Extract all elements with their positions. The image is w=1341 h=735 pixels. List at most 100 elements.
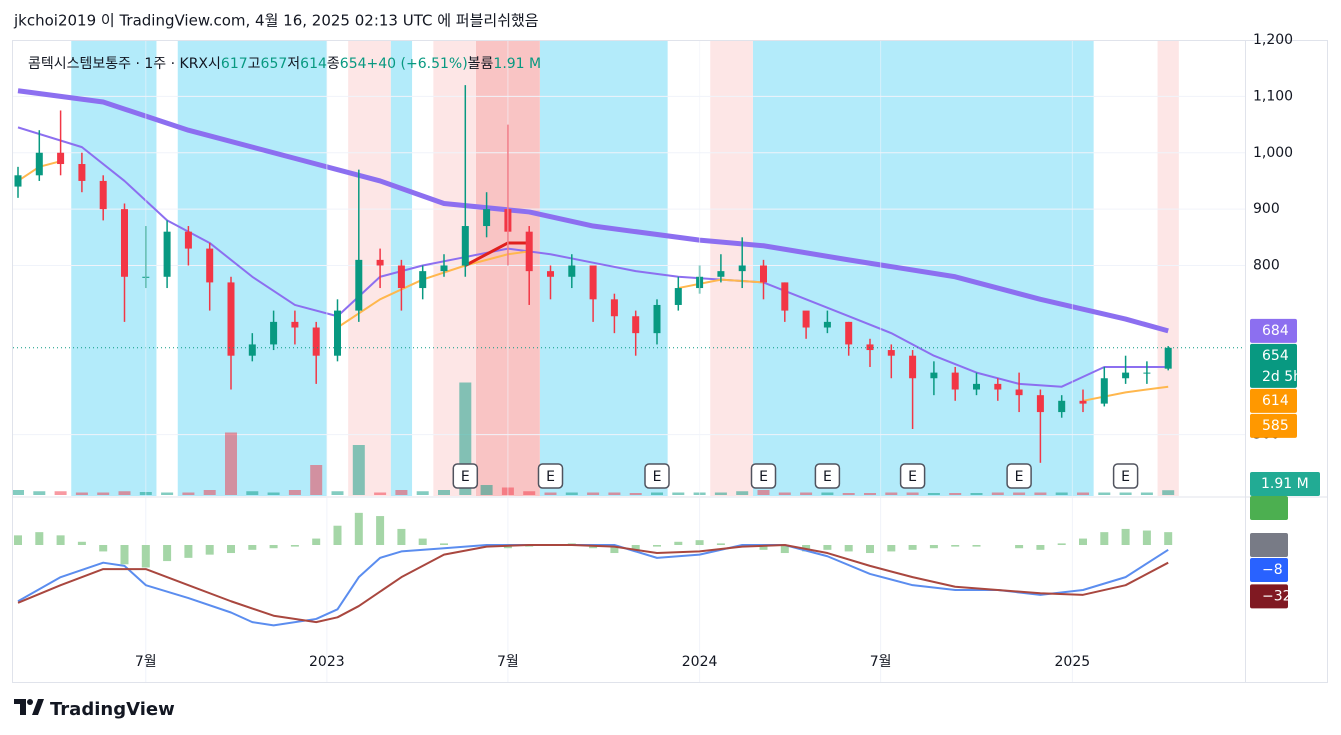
volume-bar — [714, 492, 727, 495]
histogram-bar — [141, 545, 150, 568]
earnings-marker — [1112, 463, 1139, 489]
candle-body — [440, 265, 448, 272]
legend-high: 657 — [261, 56, 288, 72]
candle-body — [951, 372, 959, 390]
histogram-bar — [1015, 545, 1024, 549]
volume-bar — [1119, 492, 1132, 495]
volume-bar — [416, 491, 429, 495]
volume-bar — [587, 492, 600, 495]
brand: TradingView — [50, 699, 175, 720]
price-badge-label: 654 — [1262, 348, 1289, 364]
y-tick-label: 1,000 — [1253, 145, 1293, 161]
candle-body — [184, 231, 192, 249]
candle-body — [589, 265, 597, 300]
signal-band — [177, 41, 327, 496]
earnings-marker — [750, 463, 777, 489]
candle-body — [355, 259, 363, 311]
indicator-badge — [1250, 584, 1288, 609]
volume-bar — [800, 492, 813, 495]
earnings-label: E — [1015, 469, 1024, 485]
x-tick-label: 7월 — [497, 654, 519, 670]
earnings-marker — [452, 463, 479, 489]
candle-body — [419, 271, 427, 289]
candle-body — [802, 310, 810, 328]
volume-bar — [352, 445, 365, 495]
histogram-bar — [1100, 532, 1109, 545]
legend-volume-label: 볼륨 — [468, 56, 494, 72]
moving-average — [464, 241, 530, 267]
signal-band — [539, 41, 668, 496]
volume-bar — [54, 491, 67, 495]
candle-body — [973, 383, 980, 390]
histogram-bar — [1079, 538, 1087, 545]
candle-body — [483, 209, 491, 227]
candle-body — [227, 282, 235, 356]
histogram-bar — [674, 541, 683, 545]
volume-bar — [310, 465, 323, 495]
candle-body — [14, 175, 22, 187]
signal-band — [348, 41, 391, 496]
candle-body — [57, 152, 65, 165]
candle-body — [1164, 347, 1172, 369]
candle-body — [1036, 395, 1044, 413]
earnings-marker — [644, 463, 670, 489]
y-tick-label: 900 — [1253, 201, 1280, 217]
histogram-bar — [163, 545, 172, 562]
candle-body — [568, 265, 576, 277]
volume-bar — [991, 492, 1004, 495]
histogram-bar — [1121, 528, 1130, 545]
volume-bar — [885, 492, 898, 495]
indicator-badge-label: −32 — [1262, 588, 1292, 604]
indicator-badge — [1250, 496, 1288, 521]
volume-bar — [395, 490, 408, 495]
volume-badge — [1250, 472, 1320, 496]
candle-body — [1058, 400, 1066, 413]
x-tick-label: 2025 — [1055, 654, 1091, 670]
volume-bar — [842, 493, 855, 495]
volume-bar — [906, 492, 919, 495]
histogram-bar — [290, 545, 299, 547]
earnings-label: E — [653, 469, 662, 485]
legend-open-label: 시 — [208, 56, 221, 72]
volume-bar — [288, 490, 301, 495]
histogram-bar — [866, 545, 874, 554]
histogram-bar — [1164, 532, 1173, 545]
volume-bar — [33, 491, 46, 495]
y-tick-label: 800 — [1253, 258, 1280, 274]
volume-bar — [331, 491, 344, 495]
candle-body — [312, 327, 320, 356]
macd-line — [17, 544, 1169, 624]
volume-bar — [1013, 492, 1026, 495]
x-tick-label: 7월 — [870, 654, 892, 670]
volume-bar — [97, 492, 110, 495]
histogram-bar — [56, 535, 65, 545]
indicator-badge — [1250, 558, 1288, 582]
volume-bar — [267, 492, 280, 495]
histogram-bar — [1142, 530, 1151, 545]
candle-body — [610, 299, 618, 317]
histogram-bar — [631, 545, 640, 550]
price-badge-label: 585 — [1262, 418, 1289, 434]
volume-bar — [949, 493, 962, 495]
volume-bar — [736, 491, 749, 495]
earnings-label: E — [908, 469, 917, 485]
candle-body — [653, 304, 661, 334]
volume-bar — [523, 491, 536, 495]
histogram-bar — [269, 545, 278, 549]
volume-bar — [927, 493, 940, 495]
logo — [14, 699, 44, 715]
volume-bar — [225, 432, 237, 495]
candle-body — [525, 231, 533, 272]
histogram-bar — [227, 545, 235, 554]
candle-body — [760, 265, 767, 283]
histogram-bar — [312, 538, 321, 545]
candle-body — [99, 180, 107, 210]
legend-symbol: 콤텍시스템보통주 · 1주 · KRX — [28, 56, 208, 72]
histogram-bar — [1057, 543, 1066, 545]
volume-bar — [161, 492, 174, 495]
volume-bar — [821, 492, 834, 495]
x-tick-label: 2024 — [682, 654, 718, 670]
candle-body — [632, 316, 640, 334]
price-badge — [1250, 343, 1297, 388]
